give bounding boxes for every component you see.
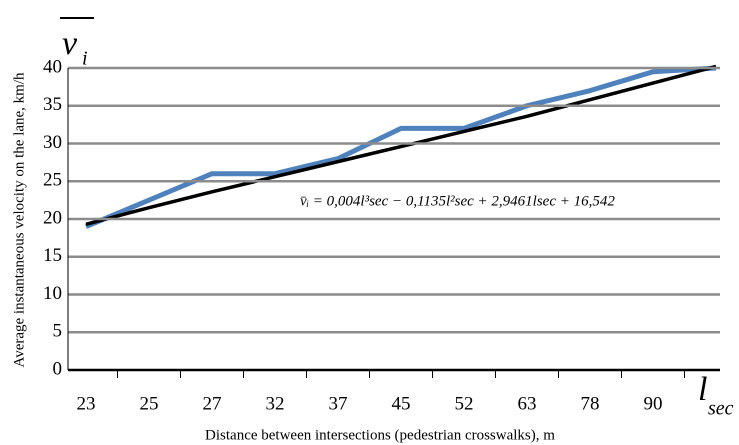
x-tick-label: 45 <box>392 393 411 414</box>
y-tick-label: 5 <box>53 321 63 342</box>
x-tick-label: 23 <box>77 393 96 414</box>
x-tick-label: 52 <box>455 393 474 414</box>
y-tick-label: 35 <box>43 94 62 115</box>
y-tick-label: 0 <box>53 358 63 379</box>
series-line <box>85 65 717 229</box>
x-tick-label: 32 <box>266 393 285 414</box>
x-tick-label: 25 <box>140 393 159 414</box>
x-symbol: l <box>698 371 707 408</box>
x-axis-label: Distance between intersections (pedestri… <box>205 427 555 443</box>
x-tick-label: 37 <box>329 393 348 414</box>
x-tick-label: 63 <box>518 393 537 414</box>
y-tick-label: 10 <box>43 283 62 304</box>
y-tick-label: 40 <box>43 56 62 77</box>
y-tick-label: 30 <box>43 132 62 153</box>
y-tick-label: 15 <box>43 245 62 266</box>
equation: v̄ᵢ = 0,004l³sec − 0,1135l²sec + 2,9461l… <box>300 193 615 209</box>
x-tick-label: 27 <box>203 393 222 414</box>
y-tick-label: 25 <box>43 170 62 191</box>
x-tick-label: 78 <box>581 393 600 414</box>
y-axis-label: Average instantaneous velocity on the la… <box>11 72 27 368</box>
series-line <box>85 64 717 226</box>
y-tick-label: 20 <box>43 207 62 228</box>
y-symbol: v <box>62 25 78 62</box>
y-symbol-sub: i <box>82 48 88 70</box>
x-symbol-sub: sec <box>708 398 734 420</box>
x-tick-label: 90 <box>644 393 663 414</box>
